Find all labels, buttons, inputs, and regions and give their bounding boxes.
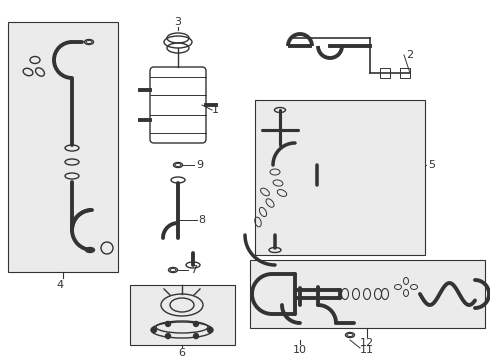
Text: 4: 4 bbox=[56, 280, 64, 290]
Circle shape bbox=[151, 328, 156, 333]
Bar bbox=[130, 285, 235, 345]
FancyBboxPatch shape bbox=[150, 67, 206, 143]
Circle shape bbox=[194, 321, 198, 327]
Circle shape bbox=[166, 334, 171, 338]
Bar bbox=[400, 68, 410, 78]
Text: 3: 3 bbox=[174, 17, 181, 27]
Circle shape bbox=[207, 328, 213, 333]
Text: 1: 1 bbox=[212, 105, 219, 115]
Text: 10: 10 bbox=[293, 345, 307, 355]
Text: 7: 7 bbox=[190, 265, 197, 275]
Bar bbox=[8, 22, 118, 272]
Text: 6: 6 bbox=[178, 348, 186, 358]
Text: 12: 12 bbox=[360, 338, 374, 348]
Circle shape bbox=[194, 334, 198, 338]
Text: 11: 11 bbox=[360, 345, 374, 355]
Bar bbox=[250, 260, 485, 328]
Text: 9: 9 bbox=[196, 160, 203, 170]
Text: 5: 5 bbox=[428, 160, 435, 170]
Text: 2: 2 bbox=[406, 50, 413, 60]
Text: 8: 8 bbox=[198, 215, 205, 225]
Circle shape bbox=[166, 321, 171, 327]
Bar bbox=[255, 100, 425, 255]
Bar bbox=[380, 68, 390, 78]
